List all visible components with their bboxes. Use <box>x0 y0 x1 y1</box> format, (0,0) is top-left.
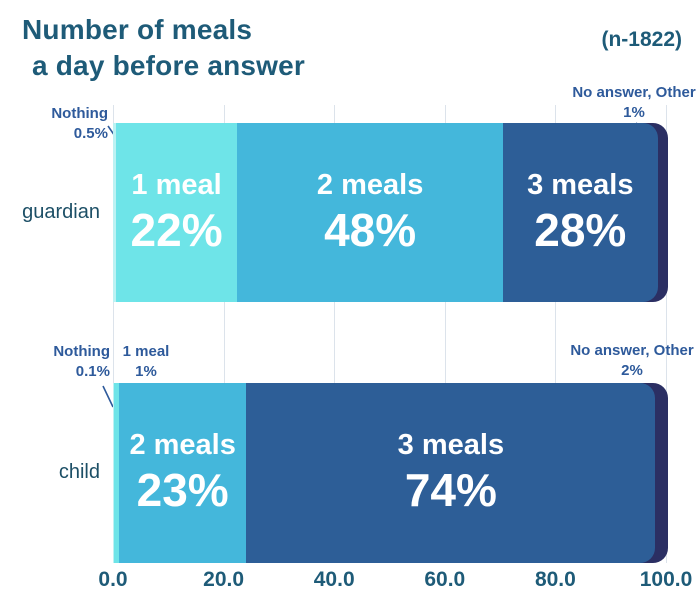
outside-label-value: 1% <box>135 363 157 380</box>
bar-segment-child-3-meals: 3 meals 74% <box>246 383 656 563</box>
x-tick-label: 100.0 <box>639 568 693 591</box>
bar-row-guardian: 1 meal 22% 2 meals 48% 3 meals 28% <box>113 123 668 302</box>
outside-label-name: Nothing <box>53 343 110 360</box>
chart-title-line1: Number of meals <box>22 14 253 45</box>
gridline <box>555 105 557 563</box>
outside-label-guardian-noanswer: No answer, Other 1% <box>570 83 698 123</box>
chart-title-line2: a day before answer <box>32 50 306 81</box>
outside-label-value: 1% <box>623 104 645 121</box>
bar-segment-guardian-2-meals: 2 meals 48% <box>237 123 503 302</box>
segment-name: 3 meals <box>397 429 505 461</box>
segment-value: 48% <box>324 203 417 256</box>
x-tick-label: 40.0 <box>313 568 355 591</box>
bar-segment-guardian-1-meal: 1 meal 22% <box>115 123 238 302</box>
outside-label-guardian-nothing: Nothing 0.5% <box>28 104 108 144</box>
gridline <box>444 105 446 563</box>
gridline <box>223 105 225 563</box>
bar-segment-guardian-nothing <box>113 123 116 302</box>
outside-label-value: 2% <box>621 362 643 379</box>
outside-label-child-noanswer: No answer, Other 2% <box>568 341 696 381</box>
outside-label-value: 0.5% <box>73 125 108 142</box>
segment-name: 1 meal <box>131 168 222 201</box>
sample-size-label: (n-1822) <box>601 28 682 51</box>
outside-label-name: No answer, Other <box>572 84 696 101</box>
segment-name: 2 meals <box>316 168 424 201</box>
segment-value: 22% <box>130 203 223 256</box>
bar-segment-guardian-3-meals: 3 meals 28% <box>502 123 658 302</box>
gridline <box>334 105 336 563</box>
bar-segment-child-nothing <box>113 383 114 563</box>
x-tick-label: 60.0 <box>424 568 466 591</box>
x-tick-label: 20.0 <box>203 568 245 591</box>
category-label-child: child <box>58 461 100 483</box>
outside-label-name: 1 meal <box>122 343 170 360</box>
leader-line <box>102 385 114 408</box>
segment-name: 3 meals <box>527 168 634 201</box>
outside-label-name: No answer, Other <box>570 342 694 359</box>
outside-label-child-nothing: Nothing 0.1% <box>36 342 110 382</box>
category-label-guardian: guardian <box>22 200 100 223</box>
bar-row-child: 2 meals 23% 3 meals 74% <box>113 383 668 563</box>
outside-label-child-onemeal: 1 meal 1% <box>116 342 176 382</box>
outside-label-value: 0.1% <box>75 363 110 380</box>
gridline <box>666 105 667 563</box>
segment-value: 28% <box>534 203 627 256</box>
bar-segment-child-1-meal <box>113 383 120 563</box>
chart-title: Number of meals a day before answer <box>22 12 305 84</box>
x-tick-label: 80.0 <box>534 568 576 591</box>
segment-value: 23% <box>136 464 229 516</box>
segment-value: 74% <box>404 464 497 516</box>
x-tick-label: 0.0 <box>98 568 128 591</box>
gridline <box>113 105 114 563</box>
bar-segment-child-2-meals: 2 meals 23% <box>119 383 247 563</box>
segment-name: 2 meals <box>129 429 236 461</box>
outside-label-name: Nothing <box>51 105 108 122</box>
